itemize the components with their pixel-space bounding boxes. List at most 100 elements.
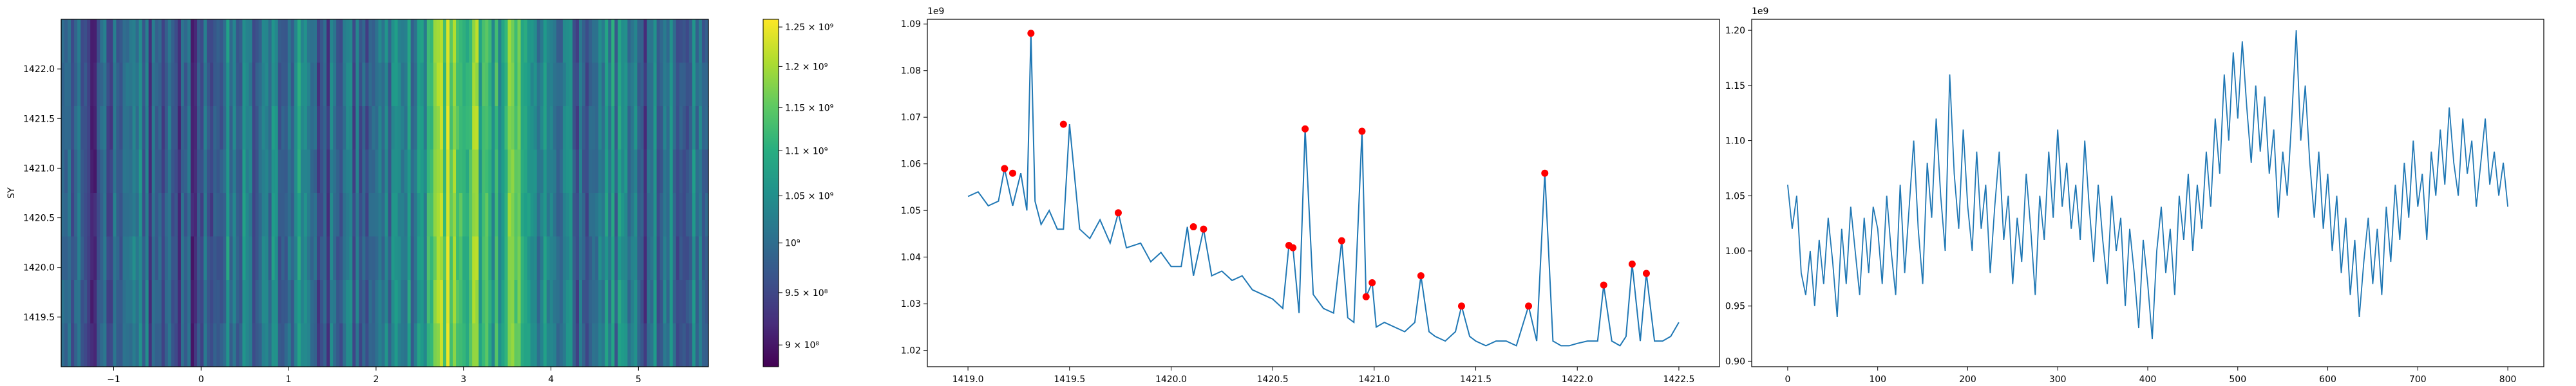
- heatmap-cell: [656, 19, 661, 64]
- heatmap-cell: [161, 19, 166, 64]
- heatmap-cell: [611, 106, 615, 151]
- heatmap-cell: [589, 62, 592, 107]
- heatmap-cell: [485, 19, 489, 64]
- heatmap-cell: [164, 62, 169, 107]
- peaks-y-tick-label: 1.08: [901, 66, 921, 77]
- peaks-line: [967, 33, 1680, 347]
- heatmap-cell: [61, 280, 65, 324]
- heatmap-cell: [327, 106, 330, 151]
- heatmap-cell: [524, 193, 528, 237]
- heatmap-cell: [258, 323, 263, 367]
- heatmap-cell: [294, 62, 298, 107]
- heatmap-cell: [145, 193, 149, 237]
- heatmap-cell: [553, 280, 557, 324]
- heatmap-cell: [191, 323, 194, 367]
- heatmap-cell: [375, 236, 379, 280]
- colorbar-tick-label: 9 × 10⁸: [785, 340, 819, 351]
- heatmap-cell: [194, 19, 198, 64]
- heatmap-cell: [543, 106, 547, 151]
- heatmap-cell: [569, 19, 573, 64]
- heatmap-cell: [294, 323, 298, 367]
- heatmap-cell: [439, 236, 444, 280]
- heatmap-cell: [333, 19, 337, 64]
- heatmap-cell: [643, 149, 648, 194]
- heatmap-cell: [601, 193, 605, 237]
- heatmap-cell: [97, 19, 100, 64]
- heatmap-cell: [261, 280, 266, 324]
- heatmap-cell: [605, 62, 609, 107]
- heatmap-cell: [365, 149, 369, 194]
- heatmap-cell: [148, 280, 153, 324]
- heatmap-cell: [343, 280, 346, 324]
- heatmap-cell: [164, 323, 169, 367]
- heatmap-cell: [109, 62, 113, 107]
- heatmap-cell: [207, 323, 211, 367]
- series-y-tick-label: 1.20: [1725, 26, 1745, 36]
- heatmap-cell: [372, 106, 376, 151]
- peak-marker: [1338, 237, 1345, 244]
- heatmap-cell: [122, 323, 127, 367]
- heatmap-cell: [158, 193, 162, 237]
- heatmap-cell: [666, 19, 670, 64]
- heatmap-cell: [100, 19, 104, 64]
- heatmap-cell: [540, 236, 544, 280]
- heatmap-cell: [543, 323, 547, 367]
- heatmap-cell: [93, 149, 97, 194]
- heatmap-cell: [472, 19, 476, 64]
- heatmap-cell: [498, 280, 502, 324]
- heatmap-cell: [97, 106, 100, 151]
- heatmap-cell: [113, 280, 117, 324]
- heatmap-cell: [355, 62, 359, 107]
- heatmap-cell: [164, 149, 169, 194]
- heatmap-cell: [271, 149, 276, 194]
- heatmap-cell: [142, 236, 146, 280]
- heatmap-cell: [297, 149, 301, 194]
- heatmap-cell: [126, 323, 130, 367]
- heatmap-cell: [310, 193, 314, 237]
- heatmap-cell: [352, 236, 356, 280]
- heatmap-cell: [381, 280, 386, 324]
- peaks-x-tick-label: 1420.0: [1155, 374, 1187, 385]
- heatmap-cell: [313, 236, 317, 280]
- heatmap-cell: [679, 106, 683, 151]
- heatmap-cell: [303, 280, 308, 324]
- heatmap-cell: [589, 193, 592, 237]
- heatmap-cell: [290, 149, 295, 194]
- heatmap-cell: [504, 280, 509, 324]
- heatmap-cell: [284, 149, 289, 194]
- heatmap-cell: [200, 323, 204, 367]
- heatmap-cell: [343, 106, 346, 151]
- heatmap-cell: [239, 323, 243, 367]
- heatmap-cell: [653, 149, 658, 194]
- heatmap-cell: [530, 236, 535, 280]
- heatmap-cell: [495, 236, 498, 280]
- heatmap-cell: [388, 323, 392, 367]
- heatmap-cell: [388, 193, 392, 237]
- heatmap-cell: [255, 19, 260, 64]
- heatmap-cell: [226, 280, 230, 324]
- heatmap-cell: [307, 323, 311, 367]
- heatmap-cell: [456, 62, 460, 107]
- heatmap-cell: [362, 62, 366, 107]
- heatmap-cell: [68, 323, 71, 367]
- heatmap-cell: [249, 62, 253, 107]
- heatmap-cell: [287, 149, 292, 194]
- heatmap-cell: [679, 323, 683, 367]
- heatmap-cell: [252, 280, 256, 324]
- heatmap-cell: [540, 19, 544, 64]
- heatmap-cell: [582, 106, 586, 151]
- heatmap-cell: [274, 106, 279, 151]
- heatmap-cell: [475, 106, 479, 151]
- heatmap-cell: [698, 323, 703, 367]
- heatmap-cell: [485, 280, 489, 324]
- heatmap-cell: [397, 236, 402, 280]
- heatmap-cell: [323, 323, 327, 367]
- heatmap-cell: [310, 62, 314, 107]
- heatmap-cell: [611, 280, 615, 324]
- heatmap-cell: [640, 323, 645, 367]
- heatmap-cell: [536, 323, 541, 367]
- heatmap-cell: [197, 193, 201, 237]
- heatmap-cell: [630, 19, 635, 64]
- heatmap-cell: [520, 280, 525, 324]
- heatmap-cell: [294, 280, 298, 324]
